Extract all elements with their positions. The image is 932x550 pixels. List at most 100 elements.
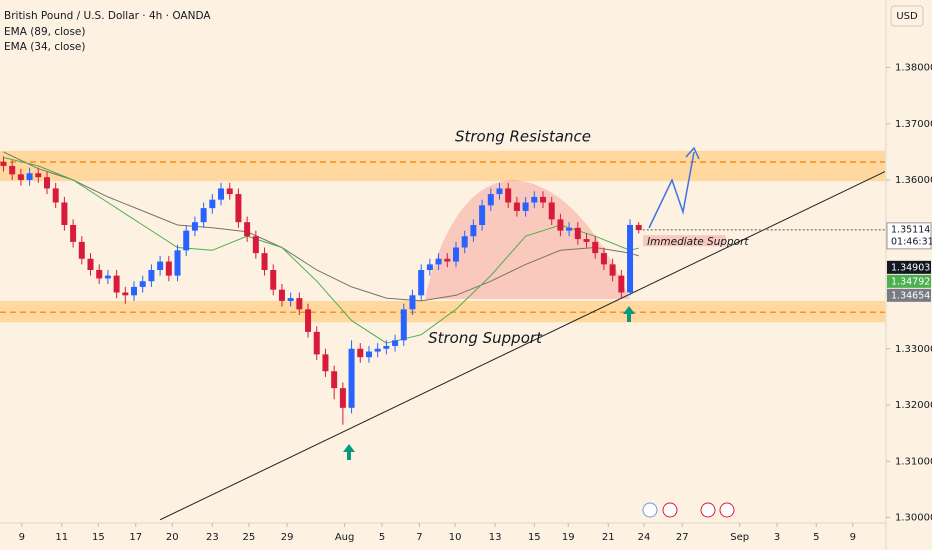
candle-body — [470, 225, 477, 237]
y-tick-label: 1.31000 — [895, 456, 932, 467]
candle-body — [200, 208, 207, 223]
x-tick-label: 24 — [638, 532, 651, 543]
x-tick-label: 13 — [489, 532, 502, 543]
price-label: 1.34792 — [891, 276, 930, 287]
legend-entry: EMA (89, close) — [4, 26, 86, 38]
price-label-box — [886, 222, 932, 250]
zone-label: Strong Support — [428, 329, 543, 347]
price-label: 1.35114 — [891, 224, 930, 235]
candle-body — [270, 270, 277, 290]
candle-body — [592, 241, 599, 254]
y-tick-label: 1.33000 — [895, 344, 932, 355]
event-icons — [642, 502, 735, 518]
candle-body — [0, 162, 7, 166]
currency-label: USD — [896, 11, 918, 22]
candle-body — [357, 348, 364, 358]
candle-body — [17, 174, 24, 180]
candle-body — [461, 236, 468, 248]
candle-body — [322, 354, 329, 372]
candle-body — [600, 253, 607, 265]
candle-body — [609, 264, 616, 276]
candle-body — [418, 270, 425, 296]
x-tick-label: 9 — [850, 532, 856, 543]
candle-body — [444, 258, 451, 262]
chart-title: British Pound / U.S. Dollar · 4h · OANDA — [4, 10, 211, 22]
candle-body — [9, 165, 16, 175]
candle-body — [348, 348, 355, 408]
candle-body — [627, 225, 634, 293]
candle-body — [96, 270, 103, 279]
zones — [0, 150, 885, 323]
candle-body — [261, 253, 268, 270]
candle-body — [452, 247, 459, 262]
plot — [0, 151, 886, 521]
ema-line — [3, 151, 639, 302]
candle-body — [131, 286, 138, 296]
dome-shape — [425, 180, 630, 299]
candle-body — [522, 202, 529, 211]
price-label-box — [887, 288, 931, 302]
candle-body — [618, 275, 625, 293]
candle-body — [296, 298, 303, 310]
candle-body — [104, 275, 111, 279]
candle-body — [52, 188, 59, 203]
candle-body — [78, 241, 85, 259]
candle-body — [331, 371, 338, 389]
candle-body — [287, 298, 294, 301]
event-icon[interactable] — [719, 502, 735, 518]
x-tick-label: 5 — [813, 532, 819, 543]
currency-button[interactable] — [890, 5, 924, 27]
candle-body — [218, 188, 225, 200]
candle-body — [479, 205, 486, 225]
candle-body — [583, 239, 590, 242]
candle-body — [496, 188, 503, 195]
candle-body — [339, 388, 346, 408]
candle-body — [513, 202, 520, 211]
event-icon[interactable] — [700, 502, 716, 518]
candle-body — [122, 292, 129, 296]
candle-body — [400, 309, 407, 341]
y-tick-label: 1.36000 — [895, 175, 932, 186]
y-tick-label: 1.37000 — [895, 119, 932, 130]
x-tick-label: 29 — [281, 532, 294, 543]
x-tick-label: Sep — [730, 532, 749, 543]
candle-body — [87, 258, 94, 270]
price-label-box — [887, 260, 931, 274]
price-label-box — [887, 274, 931, 288]
legend-entry: EMA (34, close) — [4, 41, 86, 53]
candle-body — [165, 261, 172, 276]
countdown: 01:46:31 — [891, 236, 932, 247]
x-tick-label: 25 — [243, 532, 256, 543]
candle-body — [557, 219, 564, 231]
x-tick-label: Aug — [335, 532, 355, 543]
candle-body — [566, 227, 573, 231]
event-icon[interactable] — [642, 502, 658, 518]
candle-body — [409, 295, 416, 310]
zone — [0, 150, 885, 182]
candle-body — [235, 194, 242, 223]
candle-body — [148, 270, 155, 282]
x-tick-label: 3 — [774, 532, 780, 543]
x-tick-label: 21 — [602, 532, 615, 543]
price-label: 1.34654 — [891, 290, 930, 301]
candle-body — [70, 225, 77, 242]
support-arrow — [343, 444, 355, 460]
candle-body — [392, 340, 399, 346]
x-tick-label: 9 — [19, 532, 25, 543]
x-tick-label: 20 — [166, 532, 179, 543]
candle-body — [244, 222, 251, 237]
x-tick-label: 27 — [676, 532, 689, 543]
candle-body — [278, 289, 285, 301]
x-tick-label: 19 — [562, 532, 575, 543]
candle-body — [139, 281, 146, 287]
zone-label: Strong Resistance — [455, 127, 591, 145]
candle-body — [35, 173, 42, 178]
x-tick-label: 11 — [55, 532, 68, 543]
event-icon[interactable] — [662, 502, 678, 518]
ema-line — [3, 157, 639, 344]
x-tick-label: 15 — [92, 532, 105, 543]
candle-body — [540, 196, 547, 203]
y-tick-label: 1.30000 — [895, 513, 932, 524]
